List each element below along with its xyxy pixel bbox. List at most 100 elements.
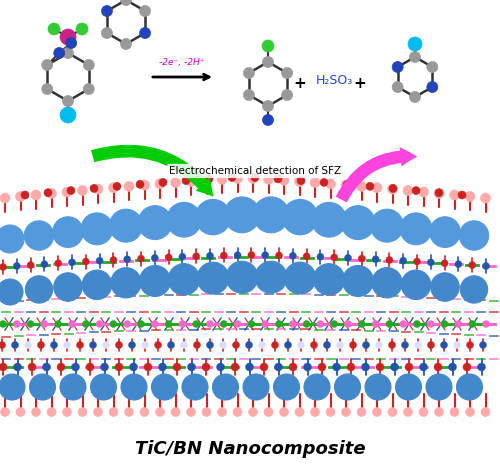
Circle shape (202, 175, 211, 185)
Circle shape (376, 363, 384, 371)
Circle shape (102, 28, 112, 38)
Circle shape (280, 408, 288, 417)
Circle shape (170, 177, 180, 188)
Circle shape (220, 320, 228, 327)
Circle shape (357, 408, 366, 417)
Circle shape (466, 408, 474, 417)
Circle shape (108, 183, 118, 193)
Circle shape (124, 181, 134, 191)
Circle shape (282, 90, 292, 100)
Circle shape (418, 187, 428, 197)
Circle shape (251, 174, 259, 182)
Circle shape (480, 341, 486, 348)
Circle shape (154, 341, 162, 348)
Circle shape (330, 254, 338, 261)
Circle shape (392, 82, 403, 92)
Circle shape (168, 264, 200, 295)
Circle shape (206, 341, 214, 348)
Circle shape (253, 197, 289, 233)
Circle shape (233, 408, 242, 417)
Circle shape (376, 341, 382, 348)
Circle shape (356, 181, 366, 191)
Circle shape (428, 320, 434, 327)
Circle shape (262, 252, 268, 259)
Circle shape (12, 341, 18, 348)
Circle shape (72, 363, 80, 371)
Circle shape (400, 213, 432, 245)
Circle shape (386, 256, 393, 263)
Circle shape (197, 262, 229, 294)
Circle shape (231, 363, 239, 371)
Circle shape (124, 408, 134, 417)
Circle shape (403, 185, 413, 196)
Circle shape (365, 374, 391, 400)
Text: TiC/BN Nanocomposite: TiC/BN Nanocomposite (134, 440, 366, 458)
Circle shape (140, 6, 150, 16)
Circle shape (246, 363, 254, 371)
Circle shape (202, 363, 210, 371)
Circle shape (115, 363, 123, 371)
Circle shape (358, 320, 366, 327)
Circle shape (414, 258, 420, 265)
Circle shape (402, 341, 408, 348)
Circle shape (44, 189, 52, 197)
Circle shape (47, 408, 56, 417)
Circle shape (81, 213, 113, 245)
Circle shape (42, 59, 52, 71)
Circle shape (54, 260, 62, 267)
Circle shape (26, 276, 52, 303)
Circle shape (0, 225, 24, 253)
Circle shape (86, 363, 94, 371)
Circle shape (182, 374, 208, 400)
Circle shape (62, 95, 74, 106)
Circle shape (370, 209, 404, 242)
Circle shape (90, 341, 96, 348)
Circle shape (0, 193, 10, 203)
Circle shape (179, 253, 186, 260)
Circle shape (120, 38, 132, 50)
Circle shape (202, 408, 211, 417)
Circle shape (52, 217, 84, 248)
Circle shape (465, 191, 475, 201)
Circle shape (220, 341, 226, 348)
Circle shape (224, 197, 260, 233)
Circle shape (0, 341, 6, 348)
Circle shape (317, 320, 324, 327)
Circle shape (482, 320, 490, 327)
Circle shape (434, 408, 444, 417)
Circle shape (341, 205, 375, 240)
Circle shape (414, 341, 422, 348)
Circle shape (144, 363, 152, 371)
FancyArrowPatch shape (91, 145, 214, 197)
Circle shape (431, 273, 459, 301)
Circle shape (76, 23, 88, 35)
Circle shape (402, 270, 430, 299)
Circle shape (441, 320, 448, 327)
Circle shape (84, 84, 94, 94)
Circle shape (82, 270, 112, 299)
Circle shape (158, 363, 166, 371)
Circle shape (180, 341, 188, 348)
Circle shape (390, 363, 398, 371)
Circle shape (30, 374, 56, 400)
Circle shape (188, 363, 196, 371)
Circle shape (110, 209, 142, 242)
Circle shape (124, 256, 130, 263)
Circle shape (289, 363, 297, 371)
Circle shape (326, 408, 335, 417)
Circle shape (243, 374, 269, 400)
Circle shape (388, 341, 396, 348)
Circle shape (262, 114, 274, 126)
Circle shape (304, 374, 330, 400)
Circle shape (404, 408, 412, 417)
Circle shape (314, 264, 344, 295)
Circle shape (304, 363, 312, 371)
Circle shape (336, 341, 344, 348)
Circle shape (342, 265, 374, 297)
Text: +: + (294, 76, 306, 91)
Circle shape (282, 199, 318, 235)
Circle shape (0, 363, 7, 371)
Circle shape (456, 374, 482, 400)
Circle shape (310, 408, 320, 417)
Circle shape (262, 57, 274, 68)
